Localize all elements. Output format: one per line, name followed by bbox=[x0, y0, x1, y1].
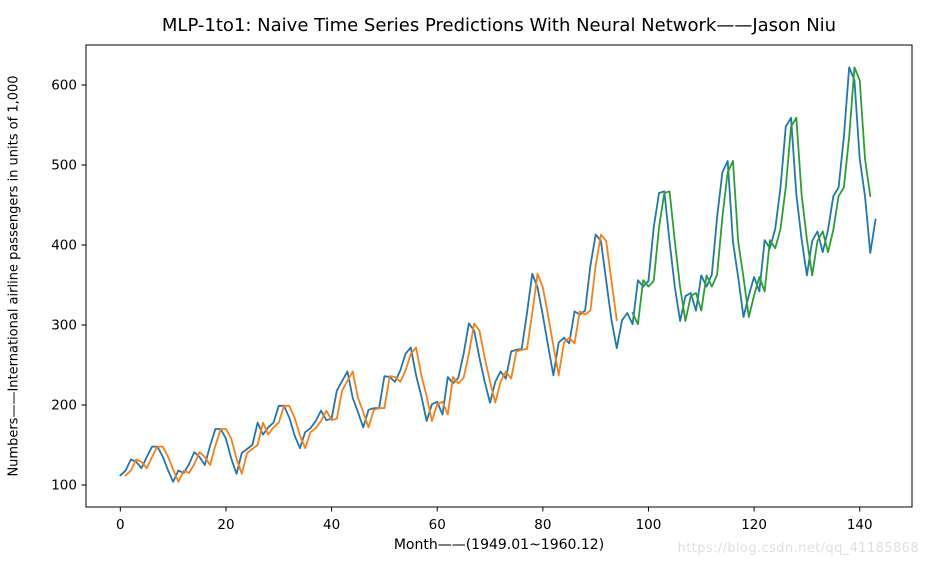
y-tick-label: 600 bbox=[51, 78, 77, 94]
y-tick-label: 100 bbox=[51, 478, 77, 494]
watermark-text: https://blog.csdn.net/qq_41185868 bbox=[677, 541, 919, 556]
x-tick-label: 60 bbox=[429, 517, 446, 533]
x-tick-label: 80 bbox=[534, 517, 551, 533]
series-line-original-data bbox=[119, 66, 877, 483]
y-tick-label: 300 bbox=[51, 318, 77, 334]
x-tick-label: 0 bbox=[116, 517, 125, 533]
series-line-train-predictions bbox=[124, 233, 618, 483]
x-tick-label: 120 bbox=[741, 517, 767, 533]
y-tick-label: 200 bbox=[51, 398, 77, 414]
series-line-test-predictions bbox=[631, 66, 872, 326]
x-tick-label: 100 bbox=[636, 517, 662, 533]
x-tick-label: 40 bbox=[323, 517, 340, 533]
x-tick-label: 140 bbox=[847, 517, 873, 533]
x-axis-label: Month——(1949.01~1960.12) bbox=[393, 537, 605, 553]
y-tick-label: 400 bbox=[51, 238, 77, 254]
plot-border bbox=[85, 44, 913, 508]
y-axis-label: Numbers——International airline passenger… bbox=[6, 75, 22, 477]
y-tick-label: 500 bbox=[51, 158, 77, 174]
chart-title: MLP-1to1: Naive Time Series Predictions … bbox=[161, 15, 837, 36]
plot-background bbox=[86, 45, 912, 507]
x-tick-label: 20 bbox=[217, 517, 234, 533]
